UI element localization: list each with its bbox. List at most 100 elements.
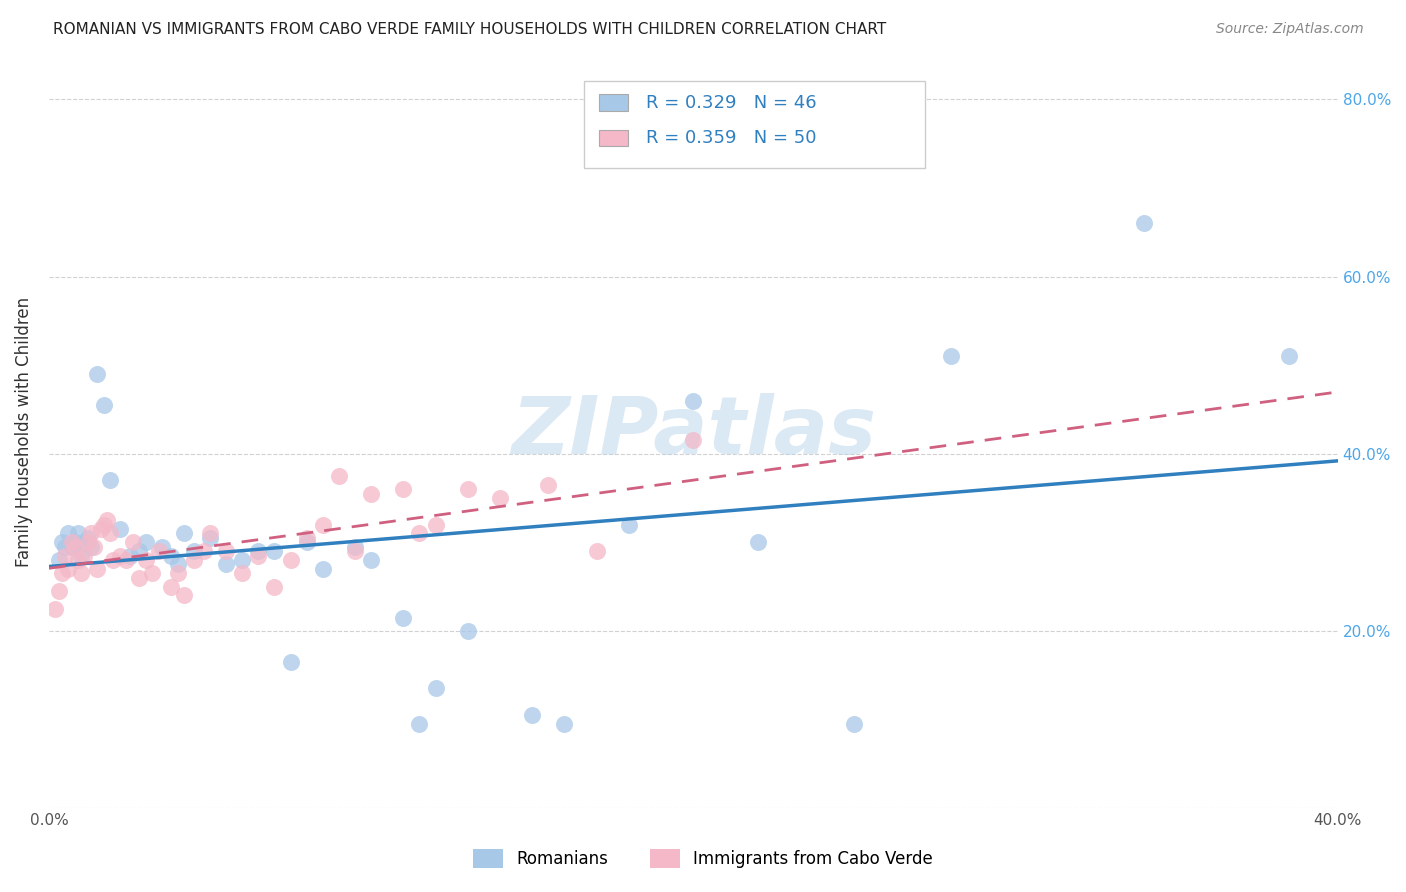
Point	[392, 610, 415, 624]
Point	[166, 558, 188, 572]
Text: R = 0.359   N = 50: R = 0.359 N = 50	[645, 129, 815, 147]
Point	[66, 553, 89, 567]
Point	[70, 566, 93, 581]
Point	[585, 544, 607, 558]
FancyBboxPatch shape	[599, 95, 627, 111]
Point	[98, 473, 121, 487]
Text: R = 0.329   N = 46: R = 0.329 N = 46	[645, 94, 817, 112]
Point	[76, 535, 98, 549]
Point	[160, 549, 183, 563]
Point	[215, 558, 238, 572]
Point	[747, 535, 769, 549]
Point	[939, 349, 962, 363]
Point	[489, 491, 512, 505]
Point	[70, 549, 93, 563]
Legend: Romanians, Immigrants from Cabo Verde: Romanians, Immigrants from Cabo Verde	[465, 840, 941, 877]
Point	[141, 566, 163, 581]
Point	[457, 624, 479, 638]
Point	[183, 553, 205, 567]
Point	[553, 717, 575, 731]
Point	[537, 477, 560, 491]
Point	[682, 393, 704, 408]
Point	[53, 549, 76, 563]
Point	[108, 549, 131, 563]
Point	[80, 540, 103, 554]
Point	[173, 589, 195, 603]
Point	[844, 717, 866, 731]
Point	[295, 531, 318, 545]
Point	[93, 398, 115, 412]
Point	[1278, 349, 1301, 363]
Point	[51, 535, 73, 549]
Point	[183, 544, 205, 558]
Point	[328, 469, 350, 483]
Point	[128, 571, 150, 585]
Point	[63, 535, 86, 549]
Point	[118, 549, 141, 563]
Point	[198, 531, 221, 545]
Point	[408, 526, 430, 541]
Point	[103, 553, 125, 567]
Text: ZIPatlas: ZIPatlas	[510, 392, 876, 471]
Point	[344, 540, 367, 554]
Point	[63, 540, 86, 554]
Point	[312, 517, 335, 532]
Point	[76, 531, 98, 545]
Point	[425, 517, 447, 532]
Point	[360, 553, 382, 567]
Point	[173, 526, 195, 541]
Point	[295, 535, 318, 549]
Point	[98, 526, 121, 541]
Point	[247, 549, 270, 563]
Point	[312, 562, 335, 576]
Point	[58, 562, 80, 576]
Point	[66, 526, 89, 541]
Point	[280, 553, 302, 567]
Point	[280, 655, 302, 669]
Point	[1133, 216, 1156, 230]
Point	[115, 553, 138, 567]
Point	[408, 717, 430, 731]
Point	[83, 540, 105, 554]
Point	[198, 526, 221, 541]
Point	[73, 549, 96, 563]
Point	[53, 540, 76, 554]
Point	[682, 434, 704, 448]
Point	[93, 517, 115, 532]
Point	[617, 517, 640, 532]
Point	[73, 535, 96, 549]
Point	[522, 708, 544, 723]
FancyBboxPatch shape	[583, 81, 925, 168]
Point	[231, 566, 253, 581]
Point	[48, 584, 70, 599]
Point	[48, 553, 70, 567]
Point	[457, 482, 479, 496]
Point	[160, 580, 183, 594]
Point	[135, 535, 157, 549]
Point	[148, 544, 170, 558]
Y-axis label: Family Households with Children: Family Households with Children	[15, 296, 32, 566]
Point	[135, 553, 157, 567]
Point	[60, 540, 83, 554]
Point	[86, 367, 108, 381]
Point	[89, 522, 111, 536]
Point	[360, 486, 382, 500]
Point	[425, 681, 447, 696]
Point	[263, 544, 285, 558]
Text: Source: ZipAtlas.com: Source: ZipAtlas.com	[1216, 22, 1364, 37]
Point	[58, 526, 80, 541]
Point	[60, 535, 83, 549]
Point	[44, 601, 66, 615]
FancyBboxPatch shape	[599, 129, 627, 146]
Point	[193, 544, 215, 558]
Point	[231, 553, 253, 567]
Point	[121, 535, 143, 549]
Point	[215, 544, 238, 558]
Point	[392, 482, 415, 496]
Point	[96, 513, 118, 527]
Point	[166, 566, 188, 581]
Point	[150, 540, 173, 554]
Text: ROMANIAN VS IMMIGRANTS FROM CABO VERDE FAMILY HOUSEHOLDS WITH CHILDREN CORRELATI: ROMANIAN VS IMMIGRANTS FROM CABO VERDE F…	[53, 22, 887, 37]
Point	[108, 522, 131, 536]
Point	[51, 566, 73, 581]
